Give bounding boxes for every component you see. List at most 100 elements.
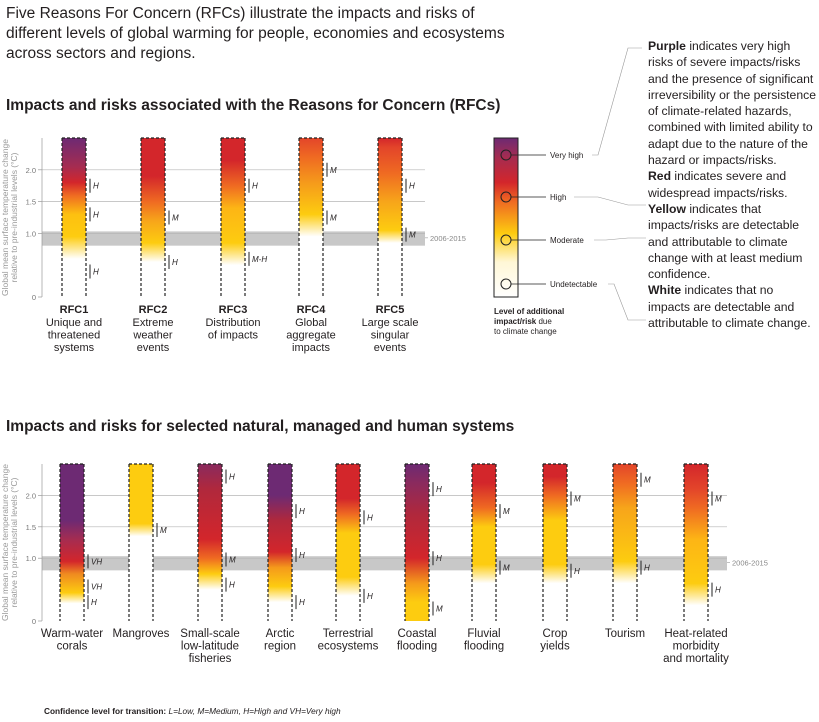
legend-title: to climate change [494,327,557,336]
confidence-label: H [252,182,258,191]
legend-connector [592,47,642,156]
confidence-label: H [299,598,305,607]
rfc-id-label: RFC1 [60,304,89,316]
confidence-label: H [93,210,99,219]
category-label: impacts [292,342,330,354]
risk-bar-sys6 [405,464,429,621]
reference-period-label: 2006-2015 [732,559,768,568]
category-label: Small-scale [180,628,239,640]
category-label: corals [57,641,88,653]
confidence-label: H [367,513,373,522]
intro-line: Five Reasons For Concern (RFCs) illustra… [6,5,475,22]
y-axis-label: relative to pre-industrial levels (°C) [9,477,19,607]
footnote-prefix: Confidence level for transition: [44,706,169,716]
legend-level-label: Undetectable [550,280,598,289]
confidence-label: M [330,166,337,175]
risk-bar-rfc4 [299,138,323,297]
confidence-label: M [503,564,510,573]
intro-text: Five Reasons For Concern (RFCs) illustra… [6,4,566,64]
legend-title-suffix: due [536,317,552,326]
note-yellow-text: indicates that impacts/risks are detecta… [648,201,803,282]
y-tick-label: 1.0 [26,229,36,238]
rfc-id-label: RFC3 [219,304,248,316]
confidence-label: H [229,581,235,590]
note-purple: Purple indicates very high risks of seve… [648,38,818,168]
category-label: flooding [464,641,504,653]
note-white-text: indicates that no impacts are detectable… [648,283,811,331]
category-label: low-latitude [181,641,239,653]
legend-connector [608,283,646,321]
confidence-label: M [160,526,167,535]
category-label: region [264,641,296,653]
note-white: White indicates that no impacts are dete… [648,282,818,331]
risk-level-legend: Very high High Moderate Undetectable Level o… [493,47,646,336]
confidence-label: M [436,604,443,613]
confidence-label: H [299,551,305,560]
category-label: Terrestrial [323,628,373,640]
category-label: of impacts [208,330,259,342]
category-label: systems [54,342,95,354]
legend-connector [574,196,646,206]
category-label: events [374,342,407,354]
y-tick-label: 0 [32,293,36,302]
confidence-label: M [172,214,179,223]
y-axis-label: Global mean surface temperature change [0,464,10,621]
risk-bar-rfc3 [221,138,245,297]
note-yellow: Yellow indicates that impacts/risks are … [648,201,818,282]
rfc-section-title: Impacts and risks associated with the Re… [6,97,501,114]
confidence-label: H [93,268,99,277]
confidence-label: M [644,476,651,485]
risk-bar-sys2 [129,464,153,621]
legend-title: Level of additional [494,307,564,316]
confidence-label: H [299,507,305,516]
note-white-key: White [648,283,682,298]
confidence-label: H [172,258,178,267]
confidence-label: H [715,586,721,595]
confidence-label: VH [91,557,102,566]
category-label: Large scale [362,317,419,329]
category-label: Mangroves [113,628,170,640]
category-label: flooding [397,641,437,653]
category-label: aggregate [286,330,336,342]
risk-bar-sys3 [198,464,222,621]
rfc-id-label: RFC2 [139,304,168,316]
confidence-label: M [715,495,722,504]
rfc-id-label: RFC4 [297,304,327,316]
confidence-label: H [436,554,442,563]
reference-period-label: 2006-2015 [430,234,466,243]
confidence-label: M [503,507,510,516]
confidence-label: H [644,564,650,573]
footnote-text: L=Low, M=Medium, H=High and VH=Very high [168,706,341,716]
category-label: singular [371,330,410,342]
confidence-label: H [91,598,97,607]
risk-bar-sys4 [268,464,292,621]
category-label: Fluvial [467,628,500,640]
legend-level-label: High [550,193,566,202]
note-yellow-key: Yellow [648,201,686,216]
category-label: fisheries [189,653,232,665]
y-tick-label: 1.5 [26,198,36,207]
note-red-text: indicates severe and widespread impacts/… [648,169,788,200]
legend-color-bar [493,137,519,298]
note-purple-key: Purple [648,39,686,53]
category-label: Global [295,317,327,329]
risk-bar-sys5 [336,464,360,621]
note-purple-text: indicates very high risks of severe impa… [648,39,816,168]
category-label: ecosystems [318,641,379,653]
category-label: Unique and [46,317,102,329]
category-label: weather [132,330,172,342]
legend-connector [594,237,646,241]
confidence-label: H [436,485,442,494]
category-label: Coastal [398,628,437,640]
intro-line: different levels of global warming for p… [6,25,505,42]
legend-title-bold: impact/risk [494,317,537,326]
category-label: threatened [48,330,101,342]
y-tick-label: 0 [32,617,36,626]
confidence-label: H [409,182,415,191]
y-axis-label: Global mean surface temperature change [0,139,10,296]
color-notes: Purple indicates very high risks of seve… [648,38,818,331]
y-axis-label: relative to pre-industrial levels (°C) [9,152,19,282]
risk-bar-sys10 [684,464,708,621]
y-tick-label: 1.5 [26,523,36,532]
